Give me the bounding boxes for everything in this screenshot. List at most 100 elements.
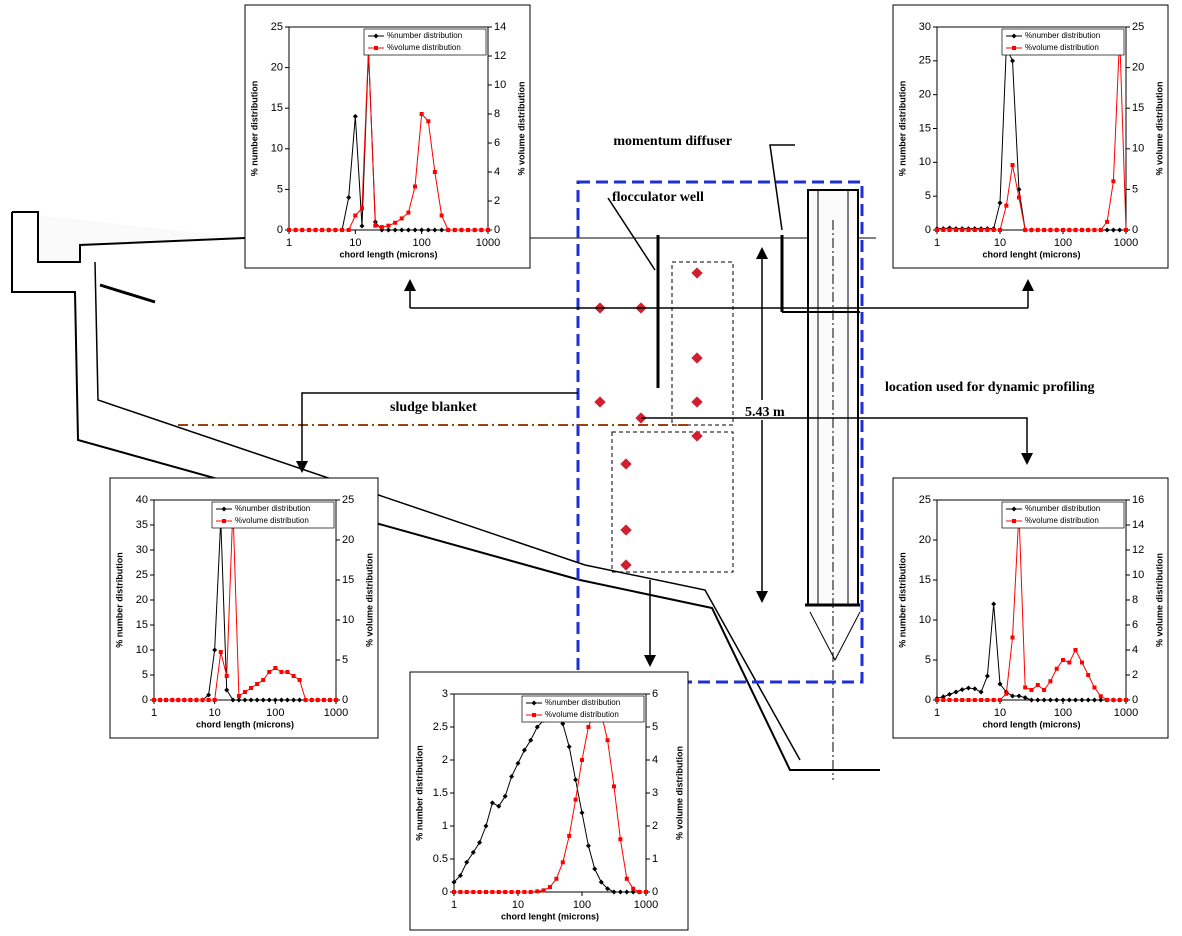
y-tick-label: 0 <box>925 694 931 706</box>
marker <box>1086 228 1090 232</box>
y2-tick-label: 10 <box>1132 143 1144 155</box>
marker <box>466 228 470 232</box>
marker <box>1036 683 1040 687</box>
marker <box>347 228 351 232</box>
y2-tick-label: 16 <box>1132 494 1144 506</box>
marker <box>542 888 546 892</box>
y2-tick-label: 5 <box>652 721 658 733</box>
marker <box>294 228 298 232</box>
legend-label: %volume distribution <box>387 43 461 52</box>
marker <box>400 216 404 220</box>
x-tick-label: 10 <box>209 707 221 719</box>
marker <box>1067 228 1071 232</box>
y2-tick-label: 10 <box>342 614 354 626</box>
marker <box>998 698 1002 702</box>
marker <box>554 877 558 881</box>
y2-tick-label: 20 <box>1132 62 1144 74</box>
y2-tick-label: 10 <box>1132 569 1144 581</box>
marker <box>503 890 507 894</box>
y-tick-label: 15 <box>919 574 931 586</box>
marker <box>1012 519 1016 523</box>
marker <box>374 46 378 50</box>
marker <box>300 228 304 232</box>
marker <box>1011 163 1015 167</box>
y2-axis-label: % volume distribution <box>1154 81 1164 175</box>
marker <box>333 228 337 232</box>
legend-label: %number distribution <box>1025 504 1100 513</box>
marker <box>1099 694 1103 698</box>
marker <box>1061 658 1065 662</box>
marker <box>941 228 945 232</box>
x-tick-label: 1000 <box>1114 237 1138 249</box>
x-axis-label: chord lenght (microns) <box>982 249 1080 259</box>
x-axis-label: chord length (microns) <box>982 719 1080 729</box>
marker <box>1023 686 1027 690</box>
x-axis-label: chord length (microns) <box>339 249 437 259</box>
marker <box>473 228 477 232</box>
x-axis-label: chord lenght (microns) <box>501 911 599 921</box>
marker <box>158 698 162 702</box>
marker <box>1074 228 1078 232</box>
y2-tick-label: 8 <box>1132 594 1138 606</box>
marker <box>478 890 482 894</box>
marker <box>631 887 635 891</box>
marker <box>618 837 622 841</box>
y-tick-label: 25 <box>919 55 931 67</box>
marker <box>426 119 430 123</box>
marker <box>1080 661 1084 665</box>
marker <box>1124 228 1128 232</box>
y2-tick-label: 12 <box>494 50 506 62</box>
marker <box>1004 204 1008 208</box>
y2-tick-label: 6 <box>652 688 658 700</box>
x-tick-label: 1000 <box>1114 707 1138 719</box>
marker <box>170 698 174 702</box>
marker <box>393 221 397 225</box>
marker <box>292 674 296 678</box>
marker <box>998 228 1002 232</box>
marker <box>574 798 578 802</box>
y-tick-label: 0.5 <box>433 853 448 865</box>
marker <box>979 698 983 702</box>
marker <box>954 698 958 702</box>
marker <box>386 224 390 228</box>
y-tick-label: 20 <box>919 89 931 101</box>
marker <box>535 889 539 893</box>
y-tick-label: 0 <box>277 224 283 236</box>
marker <box>452 890 456 894</box>
label: 5.43 m <box>745 405 785 420</box>
y-tick-label: 35 <box>136 519 148 531</box>
marker <box>992 698 996 702</box>
marker <box>285 670 289 674</box>
marker <box>267 670 271 674</box>
y-tick-label: 30 <box>919 21 931 33</box>
y-tick-label: 5 <box>925 654 931 666</box>
y-tick-label: 2.5 <box>433 721 448 733</box>
y-tick-label: 25 <box>271 21 283 33</box>
y-tick-label: 10 <box>271 143 283 155</box>
marker <box>440 214 444 218</box>
marker <box>973 228 977 232</box>
x-tick-label: 10 <box>512 899 524 911</box>
y2-tick-label: 4 <box>652 754 658 766</box>
marker <box>328 698 332 702</box>
marker <box>486 228 490 232</box>
marker <box>522 890 526 894</box>
y2-tick-label: 3 <box>652 787 658 799</box>
marker <box>1029 688 1033 692</box>
y2-tick-label: 0 <box>1132 694 1138 706</box>
x-tick-label: 10 <box>994 237 1006 249</box>
y2-tick-label: 15 <box>1132 102 1144 114</box>
x-tick-label: 10 <box>349 237 361 249</box>
marker <box>966 228 970 232</box>
marker <box>1086 673 1090 677</box>
marker <box>638 890 642 894</box>
y2-tick-label: 5 <box>1132 183 1138 195</box>
marker <box>1042 228 1046 232</box>
marker <box>954 228 958 232</box>
marker <box>644 890 648 894</box>
marker <box>529 890 533 894</box>
marker <box>948 698 952 702</box>
marker <box>152 698 156 702</box>
y-tick-label: 15 <box>271 102 283 114</box>
marker <box>586 725 590 729</box>
